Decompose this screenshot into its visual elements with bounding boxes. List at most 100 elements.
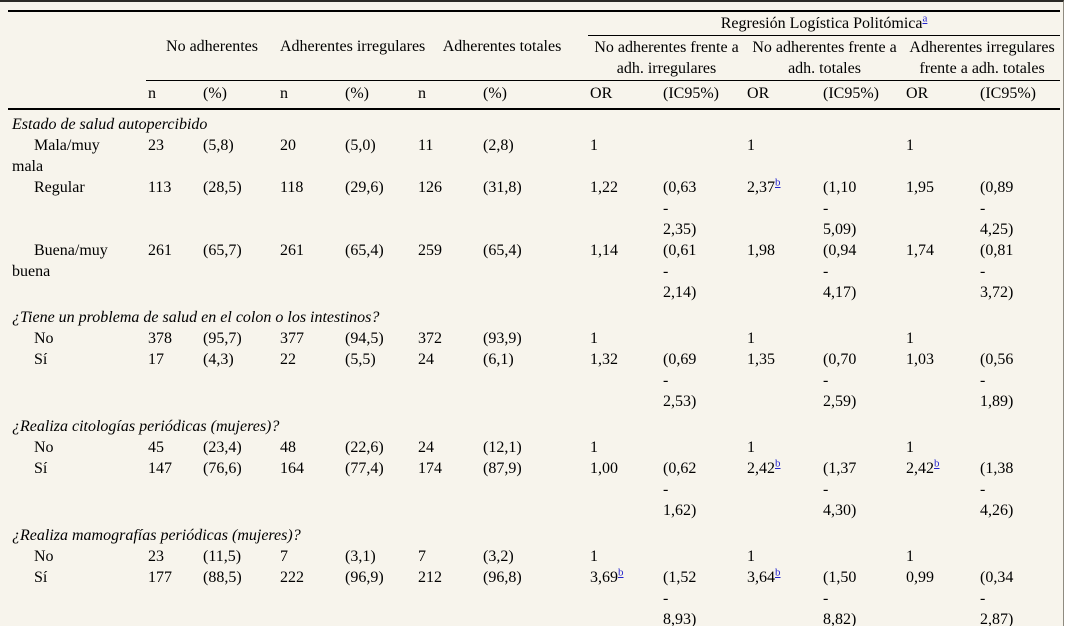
cell-pct: (93,9) xyxy=(483,330,522,347)
cell-pct: (2,8) xyxy=(483,137,514,154)
comparison-header-1: No adherentes frente a adh. irregulares xyxy=(588,35,746,81)
section-header-row: Estado de salud autopercibido xyxy=(8,109,1060,135)
cell-n: 164 xyxy=(280,460,304,477)
cell-or: 1 xyxy=(590,439,599,456)
footnote-ref-b: b xyxy=(775,567,781,579)
cell-or: 3,69b xyxy=(588,567,661,626)
section-title: Estado de salud autopercibido xyxy=(12,116,208,133)
cell-pct: (5,8) xyxy=(203,137,234,154)
cell-or: 1,03 xyxy=(906,351,935,368)
data-row: No 378 (95,7) 377 (94,5) 372 (93,9) 1 1 1 xyxy=(8,328,1060,349)
cell-or: 1,14 xyxy=(590,242,619,259)
cell-ic: (1,50 - 8,82) xyxy=(823,569,857,626)
cell-pct: (65,4) xyxy=(345,242,384,259)
cell-ic xyxy=(821,437,904,458)
cell-or: 1 xyxy=(747,439,756,456)
cell-ic: (0,94 - 4,17) xyxy=(823,242,857,301)
data-row: Sí 177 (88,5) 222 (96,9) 212 (96,8) 3,69b (1,52 … xyxy=(8,567,1060,626)
data-row: No 45 (23,4) 48 (22,6) 24 (12,1) 1 1 1 xyxy=(8,437,1060,458)
cell-n: 17 xyxy=(148,351,164,368)
pct-header: (%) xyxy=(201,80,278,110)
footnote-ref-b: b xyxy=(618,567,624,579)
row-label: No xyxy=(34,330,54,347)
cell-ic: (0,56 - 1,89) xyxy=(980,351,1014,410)
cell-pct: (96,9) xyxy=(345,569,384,586)
data-row: Sí 147 (76,6) 164 (77,4) 174 (87,9) 1,00 (0,62 -… xyxy=(8,458,1060,521)
footnote-b-link[interactable]: b xyxy=(618,566,624,579)
cell-or: 1 xyxy=(590,330,599,347)
cell-or: 1 xyxy=(590,548,599,565)
cell-pct: (5,0) xyxy=(345,137,376,154)
cell-n: 222 xyxy=(280,569,304,586)
section-title: ¿Tiene un problema de salud en el colon … xyxy=(12,309,380,326)
n-header: n xyxy=(416,80,482,110)
section-title: ¿Realiza citologías periódicas (mujeres)… xyxy=(12,418,280,435)
cell-pct: (28,5) xyxy=(203,179,242,196)
cell-n: 23 xyxy=(148,548,164,565)
cell-n: 11 xyxy=(418,137,434,154)
cell-pct: (3,2) xyxy=(483,548,514,565)
data-row: Mala/muy mala 23 (5,8) 20 (5,0) 11 (2,8) 1 1 1 xyxy=(8,135,1060,177)
section-header-row: ¿Realiza citologías periódicas (mujeres)… xyxy=(8,412,1060,437)
data-row: Buena/muy buena 261 (65,7) 261 (65,4) 259 (65,… xyxy=(8,240,1060,303)
cell-ic: (1,52 - 8,93) xyxy=(663,569,697,626)
cell-ic: (0,69 - 2,53) xyxy=(663,351,697,410)
footnote-a-link[interactable]: a xyxy=(922,12,928,25)
cell-pct: (31,8) xyxy=(483,179,522,196)
ic-header: (IC95%) xyxy=(661,80,746,110)
or-header: OR xyxy=(904,80,979,110)
cell-or: 2,37b xyxy=(745,177,821,240)
cell-or: 3,64b xyxy=(745,567,821,626)
cell-ic xyxy=(978,437,1060,458)
cell-n: 118 xyxy=(280,179,304,196)
cell-or: 1,22 xyxy=(590,179,619,196)
data-row: Sí 17 (4,3) 22 (5,5) 24 (6,1) 1,32 (0,69 - 2,53)… xyxy=(8,349,1060,412)
cell-ic: (0,34 - 2,87) xyxy=(980,569,1014,626)
footnote-ref-b: b xyxy=(775,458,781,470)
n-header: n xyxy=(146,80,201,110)
label-column-header xyxy=(8,11,146,81)
footnote-b-link[interactable]: b xyxy=(775,176,781,189)
cell-or: 2,42b xyxy=(745,458,821,521)
cell-or: 1,00 xyxy=(590,460,619,477)
cell-pct: (65,4) xyxy=(483,242,522,259)
cell-pct: (5,5) xyxy=(345,351,376,368)
cell-n: 48 xyxy=(280,439,296,456)
cell-pct: (11,5) xyxy=(203,548,242,565)
cell-pct: (29,6) xyxy=(345,179,384,196)
cell-n: 212 xyxy=(418,569,443,586)
footnote-b-link[interactable]: b xyxy=(775,457,781,470)
cell-pct: (23,4) xyxy=(203,439,242,456)
data-row: No 23 (11,5) 7 (3,1) 7 (3,2) 1 1 1 xyxy=(8,546,1060,567)
cell-or: 1,35 xyxy=(747,351,776,368)
cell-n: 24 xyxy=(418,351,435,368)
column-group-adherentes-totales: Adherentes totales xyxy=(416,11,589,81)
data-row: Regular 113 (28,5) 118 (29,6) 126 (31,8) 1,22 (0… xyxy=(8,177,1060,240)
cell-ic: (1,38 - 4,26) xyxy=(980,460,1014,519)
cell-n: 7 xyxy=(280,548,288,565)
cell-ic xyxy=(661,546,745,567)
cell-ic: (0,63 - 2,35) xyxy=(663,179,697,238)
cell-ic xyxy=(978,135,1060,177)
cell-n: 174 xyxy=(418,460,443,477)
results-table: No adherentes Adherentes irregulares Adh… xyxy=(8,10,1061,626)
cell-pct: (88,5) xyxy=(203,569,242,586)
footnote-b-link[interactable]: b xyxy=(934,457,940,470)
footnote-b-link[interactable]: b xyxy=(775,566,781,579)
cell-n: 261 xyxy=(280,242,304,259)
cell-ic: (0,89 - 4,25) xyxy=(980,179,1014,238)
footnote-ref-a: a xyxy=(922,13,927,25)
ic-header: (IC95%) xyxy=(821,80,905,110)
cell-n: 259 xyxy=(418,242,443,259)
cell-ic: (0,61 - 2,14) xyxy=(663,242,697,301)
row-label: No xyxy=(34,439,54,456)
cell-or: 1 xyxy=(747,548,756,565)
cell-pct: (96,8) xyxy=(483,569,522,586)
cell-n: 261 xyxy=(148,242,172,259)
cell-n: 20 xyxy=(280,137,296,154)
cell-n: 378 xyxy=(148,330,172,347)
cell-ic: (0,62 - 1,62) xyxy=(663,460,697,519)
cell-pct: (12,1) xyxy=(483,439,522,456)
cell-pct: (22,6) xyxy=(345,439,384,456)
row-label: Sí xyxy=(34,351,48,368)
